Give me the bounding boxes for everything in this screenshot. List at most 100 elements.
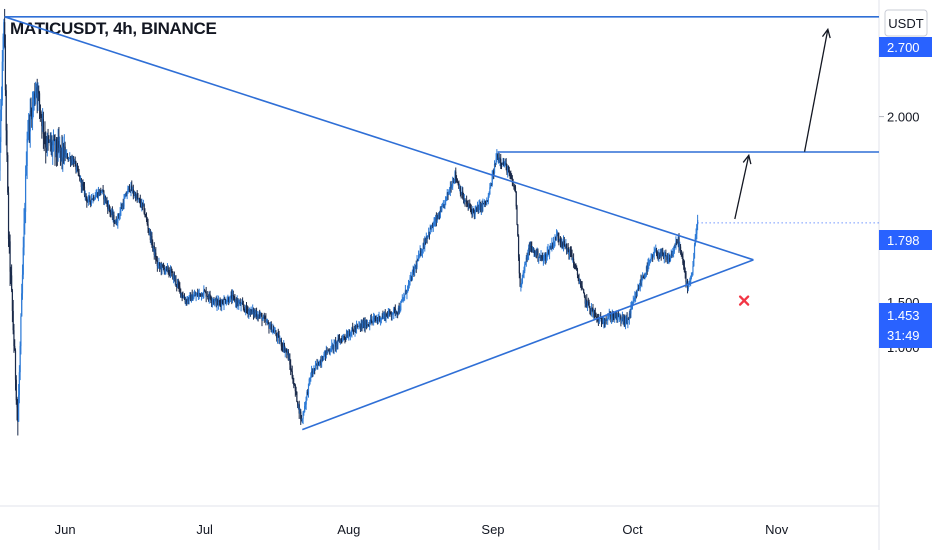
candle-body: [454, 171, 456, 180]
candle-body: [224, 299, 226, 300]
candle-body: [149, 230, 151, 232]
candle-body: [42, 119, 45, 134]
trendline[interactable]: [302, 259, 754, 431]
candle-body: [494, 164, 496, 165]
candle-body: [268, 323, 270, 329]
candle-body: [466, 200, 468, 204]
candle-body: [269, 324, 272, 328]
candle-body: [653, 251, 655, 256]
candle-body: [608, 314, 610, 318]
candle-body: [106, 200, 108, 204]
candle-body: [207, 296, 209, 298]
candle-body: [283, 345, 285, 350]
candle-body: [273, 329, 275, 333]
candle-body: [304, 404, 307, 407]
candle-body: [303, 411, 305, 413]
candle-body: [647, 263, 649, 272]
candle-body: [74, 161, 76, 163]
candle-body: [486, 200, 489, 202]
candle-body: [359, 325, 361, 327]
candle-body: [438, 216, 440, 218]
trendline[interactable]: [4, 16, 754, 261]
candle-body: [230, 295, 232, 296]
candle-body: [633, 300, 635, 302]
candle-body: [483, 203, 485, 205]
candle-body: [278, 335, 280, 342]
candle-body: [502, 161, 504, 165]
candle-body: [15, 379, 17, 401]
candle-body: [523, 271, 525, 273]
candle-body: [112, 215, 114, 217]
candle-body: [242, 304, 244, 308]
candle-body: [11, 275, 13, 291]
candle-body: [580, 285, 582, 287]
candle-body: [91, 199, 93, 200]
candle-body: [393, 308, 395, 314]
candle-body: [471, 209, 473, 214]
candle-body: [189, 295, 191, 297]
candle-body: [115, 221, 117, 225]
candle-body: [98, 191, 100, 195]
candle-body: [371, 321, 373, 323]
candle-body: [124, 197, 126, 199]
current-price-label: 1.453 31:49: [879, 303, 932, 348]
candle-body: [58, 140, 60, 148]
candle-body: [511, 178, 513, 183]
candle-body: [37, 90, 39, 98]
candle-body: [248, 310, 251, 312]
currency-button[interactable]: USDT: [884, 9, 928, 37]
candle-body: [346, 335, 348, 338]
candle-body: [625, 317, 627, 319]
candle-body: [162, 266, 165, 268]
candle-body: [76, 166, 78, 170]
candle-body: [138, 198, 140, 200]
candle-body: [97, 191, 100, 198]
candle-body: [261, 315, 263, 321]
candle-body: [44, 136, 46, 141]
candle-body: [50, 142, 52, 146]
candle-body: [501, 164, 503, 165]
candle-body: [669, 256, 672, 261]
candle-body: [14, 350, 17, 380]
candle-body: [276, 334, 279, 338]
candle-body: [537, 250, 539, 259]
time-axis[interactable]: Jun Jul Aug Sep Oct Nov: [55, 522, 789, 537]
candle-body: [66, 153, 69, 159]
candle-body: [217, 301, 220, 305]
candle-body: [490, 184, 493, 186]
arrow-icon[interactable]: [734, 153, 752, 220]
candle-body: [387, 313, 389, 317]
candle-body: [658, 254, 660, 257]
candle-body: [679, 246, 682, 251]
drawing-layer[interactable]: [4, 16, 879, 431]
candle-body: [186, 298, 189, 303]
arrow-icon[interactable]: [803, 27, 831, 152]
candle-body: [676, 241, 678, 243]
candle-body: [311, 371, 313, 377]
candle-body: [530, 246, 532, 248]
candle-body: [566, 248, 568, 250]
price-tick-label: 2.000: [887, 110, 920, 125]
candle-body: [473, 209, 475, 212]
candle-body: [561, 242, 563, 244]
candle-body: [582, 288, 584, 290]
candle-body: [110, 212, 112, 213]
candle-body: [536, 250, 538, 256]
candle-body: [485, 202, 487, 204]
candle-body: [42, 119, 44, 127]
candle-body: [651, 256, 653, 258]
candle-body: [214, 299, 216, 303]
candle-body: [455, 178, 458, 180]
candle-body: [679, 246, 681, 248]
candle-body: [627, 318, 629, 323]
candle-body: [628, 313, 631, 319]
candle-body: [38, 90, 40, 94]
candle-body: [562, 240, 565, 246]
candle-body: [388, 310, 390, 314]
candle-body: [672, 251, 675, 253]
candle-body: [153, 246, 155, 256]
candle-body: [683, 265, 686, 273]
candle-body: [70, 159, 72, 163]
candle-body: [45, 147, 48, 149]
